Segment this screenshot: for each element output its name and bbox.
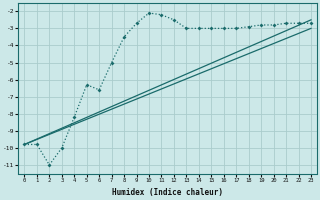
X-axis label: Humidex (Indice chaleur): Humidex (Indice chaleur) [112,188,223,197]
